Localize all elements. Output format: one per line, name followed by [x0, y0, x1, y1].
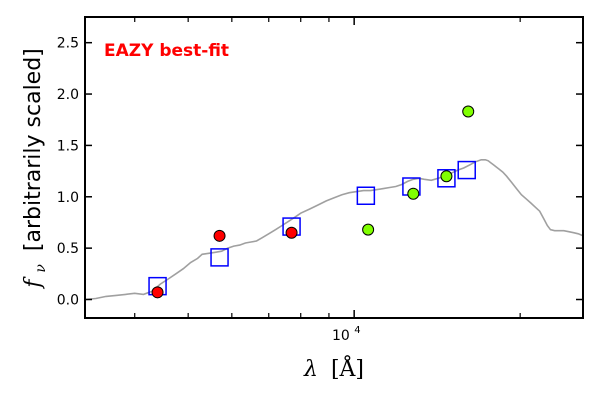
x-axis-unit: [Å] — [331, 354, 364, 382]
series-layer — [85, 105, 583, 301]
observed-photometry-point — [285, 226, 298, 239]
y-axis-label: f ν [arbitrarily scaled] — [21, 48, 51, 290]
annotation-label: EAZY best-fit — [104, 41, 229, 61]
model-sed-line — [85, 159, 583, 301]
ticks-layer: 0.0 0.5 1.0 1.5 2.0 2.5 — [57, 17, 583, 318]
model-photometry-square — [356, 186, 376, 206]
observed-photometry-point — [462, 105, 475, 118]
y-tick-label: 0.0 — [57, 293, 79, 309]
x-major-tick-label: 10 4 — [332, 325, 361, 344]
y-tick-label: 0.5 — [57, 241, 79, 257]
y-axis-subscript: ν — [33, 264, 49, 273]
y-tick-label: 1.0 — [57, 190, 79, 206]
observed-photometry-point — [213, 229, 226, 242]
y-tick-label: 1.5 — [57, 138, 79, 154]
plot-frame — [84, 16, 584, 319]
x-axis-symbol: λ — [303, 357, 318, 382]
x-tick-base: 10 — [332, 328, 350, 344]
observed-photometry-point — [407, 187, 420, 200]
y-tick-label: 2.0 — [57, 87, 79, 103]
y-axis-text: [arbitrarily scaled] — [21, 48, 46, 251]
model-photometry-square — [437, 169, 456, 188]
model-photometry-square — [457, 160, 476, 180]
y-axis-symbol: f — [21, 276, 46, 290]
x-axis-label: λ [Å] — [303, 354, 364, 382]
observed-photometry-point — [151, 286, 164, 299]
model-photometry-square — [210, 248, 229, 267]
observed-photometry-point — [362, 223, 375, 236]
x-tick-exponent: 4 — [354, 325, 360, 336]
observed-photometry-point — [440, 170, 453, 183]
y-tick-label: 2.5 — [57, 36, 79, 52]
